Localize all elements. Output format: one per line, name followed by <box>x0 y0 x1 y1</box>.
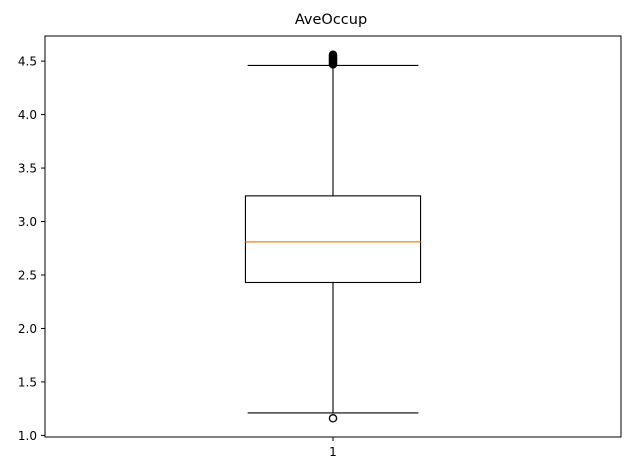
y-tick-label: 2.5 <box>18 268 37 282</box>
axes-frame <box>44 35 622 438</box>
chart-title: AveOccup <box>295 12 367 28</box>
y-tick-label: 3.5 <box>18 162 37 176</box>
y-tick-label: 2.0 <box>18 322 37 336</box>
y-tick-label: 4.0 <box>18 108 37 122</box>
y-tick-label: 3.0 <box>18 215 37 229</box>
outlier-point <box>328 414 338 423</box>
iqr-box <box>244 195 422 284</box>
outlier-point <box>328 50 338 59</box>
y-tick-label: 1.0 <box>18 429 37 443</box>
y-tick-label: 1.5 <box>18 375 37 389</box>
y-tick-label: 4.5 <box>18 55 37 69</box>
x-tick-label: 1 <box>329 445 337 459</box>
